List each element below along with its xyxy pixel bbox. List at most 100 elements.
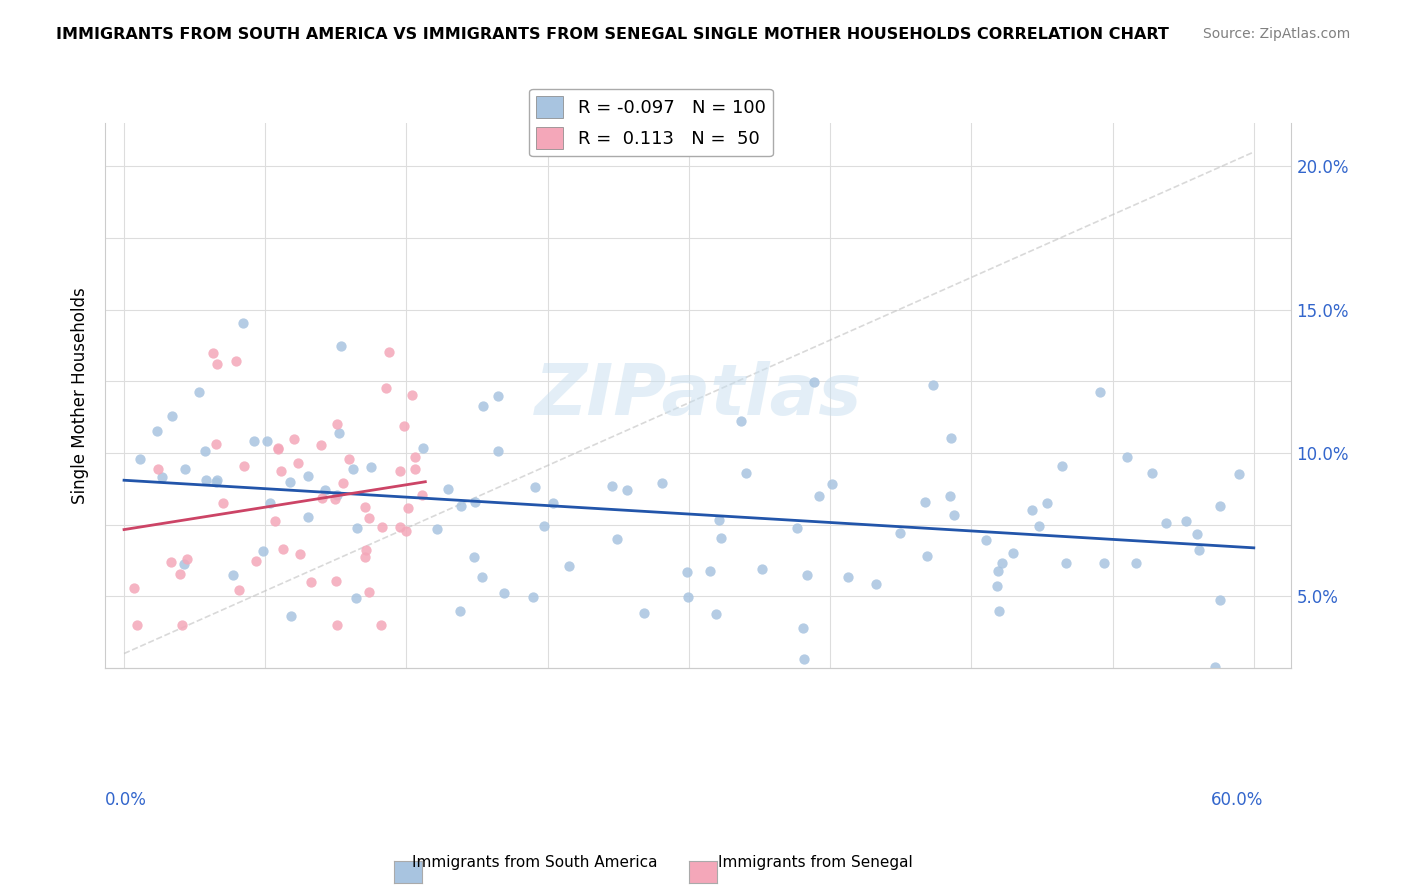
Point — [205, 473, 228, 487]
Point — [404, 462, 426, 476]
Point — [232, 459, 254, 474]
Point — [1209, 593, 1232, 607]
Point — [280, 609, 302, 624]
Point — [796, 567, 818, 582]
Point — [267, 442, 290, 456]
Point — [401, 388, 423, 402]
Point — [150, 470, 173, 484]
Point — [245, 554, 267, 568]
Point — [1090, 384, 1112, 399]
Point — [314, 483, 336, 497]
Point — [486, 444, 509, 458]
Point — [837, 570, 859, 584]
Point — [1125, 556, 1147, 570]
Point — [710, 531, 733, 545]
Point — [921, 377, 943, 392]
Point — [169, 566, 191, 581]
Point — [486, 389, 509, 403]
Point — [170, 618, 193, 632]
Point — [1054, 556, 1077, 570]
Point — [450, 499, 472, 513]
Point — [396, 500, 419, 515]
Point — [326, 488, 349, 502]
Point — [1185, 527, 1208, 541]
Point — [1140, 467, 1163, 481]
Point — [942, 508, 965, 522]
Point — [389, 464, 412, 478]
Point — [194, 444, 217, 458]
Point — [437, 483, 460, 497]
Point — [915, 549, 938, 564]
Point — [803, 375, 825, 389]
Point — [301, 575, 323, 590]
Point — [1116, 450, 1139, 465]
Point — [651, 475, 673, 490]
Point — [730, 414, 752, 428]
Point — [986, 564, 1008, 578]
Point — [616, 483, 638, 497]
Point — [807, 489, 830, 503]
Point — [865, 577, 887, 591]
Point — [991, 556, 1014, 570]
Point — [412, 442, 434, 456]
Point — [221, 568, 243, 582]
Point — [371, 520, 394, 534]
Point — [232, 316, 254, 330]
Point — [256, 434, 278, 449]
Point — [201, 346, 224, 360]
Point — [411, 488, 433, 502]
Point — [494, 586, 516, 600]
Point — [378, 345, 401, 359]
Point — [264, 514, 287, 528]
Point — [148, 462, 170, 476]
Point — [278, 475, 301, 490]
Point — [449, 604, 471, 618]
Point — [1204, 659, 1226, 673]
Point — [270, 464, 292, 478]
Point — [392, 419, 415, 434]
Point — [1092, 556, 1115, 570]
Point — [311, 491, 333, 505]
Point — [914, 495, 936, 509]
Point — [309, 438, 332, 452]
Point — [464, 495, 486, 509]
Point — [357, 585, 380, 599]
Point — [541, 496, 564, 510]
Point — [128, 452, 150, 467]
Point — [388, 519, 411, 533]
Point — [329, 338, 352, 352]
Point — [212, 496, 235, 510]
Point — [267, 442, 290, 457]
Point — [558, 558, 581, 573]
Point — [287, 456, 309, 470]
Point — [243, 434, 266, 448]
Point — [283, 432, 305, 446]
Point — [463, 549, 485, 564]
Point — [1154, 516, 1177, 530]
Point — [290, 547, 312, 561]
Point — [337, 451, 360, 466]
Point — [524, 480, 547, 494]
Point — [602, 479, 624, 493]
Point — [707, 512, 730, 526]
Point — [404, 450, 426, 464]
Point — [675, 565, 697, 579]
Point — [271, 542, 294, 557]
Point — [522, 590, 544, 604]
Point — [633, 606, 655, 620]
Point — [173, 557, 195, 571]
Point — [205, 475, 228, 489]
Point — [1175, 514, 1198, 528]
Point — [939, 489, 962, 503]
Point — [792, 621, 814, 635]
Point — [225, 354, 247, 368]
Point — [793, 652, 815, 666]
Point — [1002, 546, 1025, 560]
Point — [533, 518, 555, 533]
Point — [205, 357, 228, 371]
Point — [344, 591, 367, 605]
Point — [1209, 499, 1232, 513]
Point — [939, 431, 962, 445]
Point — [471, 400, 494, 414]
Point — [342, 462, 364, 476]
